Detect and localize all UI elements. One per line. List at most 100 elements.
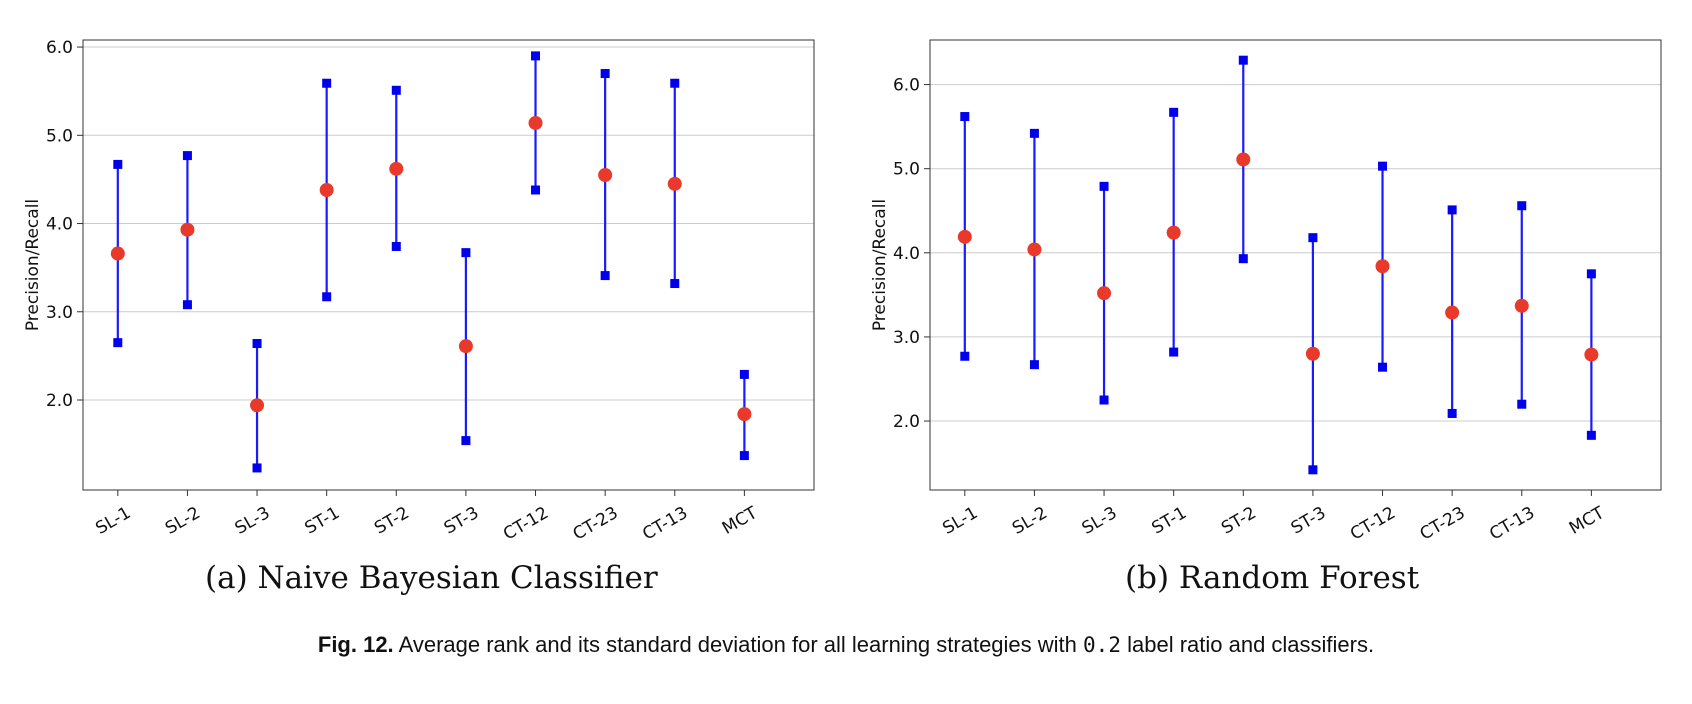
lower-marker bbox=[461, 436, 471, 446]
lower-marker bbox=[600, 271, 610, 281]
upper-marker bbox=[1169, 107, 1179, 117]
mean-point bbox=[458, 339, 473, 354]
plot-frame bbox=[82, 39, 815, 491]
x-tick-label: CT-12 bbox=[500, 503, 552, 545]
x-tick-label: CT-23 bbox=[1417, 503, 1469, 545]
upper-marker bbox=[960, 112, 970, 122]
y-tick-label: 4.0 bbox=[893, 244, 920, 264]
y-tick-label: 5.0 bbox=[893, 160, 920, 180]
mean-point bbox=[1584, 347, 1599, 362]
upper-marker bbox=[461, 248, 471, 258]
lower-marker bbox=[1586, 430, 1596, 440]
mean-point bbox=[1166, 225, 1181, 240]
lower-marker bbox=[1447, 408, 1457, 418]
lower-marker bbox=[1517, 399, 1527, 409]
x-tick-label: ST-1 bbox=[1148, 503, 1190, 539]
upper-marker bbox=[739, 369, 749, 379]
upper-marker bbox=[531, 51, 541, 61]
mean-point bbox=[1305, 346, 1320, 361]
x-tick-label: ST-3 bbox=[441, 503, 483, 539]
figure-caption: Fig. 12. Average rank and its standard d… bbox=[0, 632, 1692, 658]
caption-label: Fig. 12. bbox=[317, 632, 394, 657]
x-tick-label: ST-1 bbox=[301, 503, 343, 539]
upper-marker bbox=[1447, 205, 1457, 215]
mean-point bbox=[1375, 259, 1390, 274]
mean-point bbox=[528, 115, 543, 130]
y-tick-label: 5.0 bbox=[46, 126, 73, 146]
lower-marker bbox=[739, 451, 749, 461]
mean-point bbox=[1236, 152, 1251, 167]
mean-point bbox=[667, 176, 682, 191]
lower-marker bbox=[1169, 347, 1179, 357]
y-tick-label: 2.0 bbox=[46, 391, 73, 411]
y-axis-label: Precision/Recall bbox=[870, 199, 890, 331]
x-tick-label: MCT bbox=[719, 503, 762, 539]
upper-marker bbox=[1238, 55, 1248, 65]
mean-point bbox=[1027, 242, 1042, 257]
y-tick-label: 6.0 bbox=[46, 38, 73, 58]
subcaption-a: (a) Naive Bayesian Classifier bbox=[205, 560, 658, 596]
mean-point bbox=[598, 168, 613, 182]
lower-marker bbox=[1308, 465, 1318, 475]
x-tick-label: CT-13 bbox=[639, 503, 691, 545]
y-tick-label: 3.0 bbox=[46, 303, 73, 323]
mean-point bbox=[110, 246, 125, 261]
upper-marker bbox=[1029, 128, 1039, 138]
x-tick-label: SL-1 bbox=[92, 503, 134, 539]
lower-marker bbox=[670, 279, 680, 289]
upper-marker bbox=[1308, 233, 1318, 243]
mean-point bbox=[1514, 298, 1529, 313]
upper-marker bbox=[252, 339, 262, 349]
lower-marker bbox=[960, 351, 970, 361]
upper-marker bbox=[1099, 181, 1109, 191]
x-tick-label: ST-3 bbox=[1288, 503, 1330, 539]
mean-point bbox=[737, 407, 752, 422]
mean-point bbox=[180, 222, 195, 237]
x-tick-label: ST-2 bbox=[371, 503, 413, 539]
lower-marker bbox=[182, 300, 192, 310]
upper-marker bbox=[600, 69, 610, 79]
x-tick-label: SL-3 bbox=[1079, 503, 1121, 539]
lower-marker bbox=[113, 338, 123, 348]
caption-code: 0.2 bbox=[1083, 633, 1121, 657]
upper-marker bbox=[182, 151, 192, 161]
subcaption-b: (b) Random Forest bbox=[1125, 560, 1420, 596]
lower-marker bbox=[322, 292, 332, 302]
mean-point bbox=[957, 229, 972, 244]
caption-text-before: Average rank and its standard deviation … bbox=[398, 632, 1077, 657]
upper-marker bbox=[391, 85, 401, 95]
mean-point bbox=[1445, 305, 1460, 320]
x-tick-label: CT-23 bbox=[570, 503, 622, 545]
upper-marker bbox=[113, 159, 123, 169]
x-tick-label: SL-1 bbox=[939, 503, 981, 539]
lower-marker bbox=[252, 463, 262, 473]
upper-marker bbox=[1586, 269, 1596, 279]
x-tick-label: SL-2 bbox=[1009, 503, 1051, 539]
y-tick-label: 3.0 bbox=[893, 328, 920, 348]
upper-marker bbox=[322, 78, 332, 88]
lower-marker bbox=[531, 185, 541, 195]
plot-frame bbox=[929, 39, 1662, 491]
y-tick-label: 6.0 bbox=[893, 76, 920, 96]
lower-marker bbox=[1238, 254, 1248, 264]
lower-marker bbox=[1029, 360, 1039, 370]
caption-text-after: label ratio and classifiers. bbox=[1127, 632, 1375, 657]
x-tick-label: ST-2 bbox=[1218, 503, 1260, 539]
lower-marker bbox=[1378, 362, 1388, 372]
lower-marker bbox=[391, 241, 401, 251]
mean-point bbox=[250, 398, 265, 413]
x-tick-label: SL-3 bbox=[232, 503, 274, 539]
upper-marker bbox=[1517, 201, 1527, 211]
x-tick-label: CT-12 bbox=[1347, 503, 1399, 545]
x-tick-label: CT-13 bbox=[1486, 503, 1538, 545]
y-tick-label: 4.0 bbox=[46, 215, 73, 235]
upper-marker bbox=[670, 78, 680, 88]
mean-point bbox=[319, 183, 334, 197]
chart-panel-b: 2.0 3.0 4.0 5.0 6.0 Precision/Recall SL-1 SL-2 S… bbox=[870, 39, 1662, 545]
y-tick-label: 2.0 bbox=[893, 412, 920, 432]
x-tick-label: SL-2 bbox=[162, 503, 204, 539]
mean-point bbox=[1097, 286, 1112, 301]
chart-panel-a: 2.0 3.0 4.0 5.0 6.0 Precision/Recall SL-1 SL-2 S… bbox=[23, 38, 815, 545]
lower-marker bbox=[1099, 395, 1109, 405]
